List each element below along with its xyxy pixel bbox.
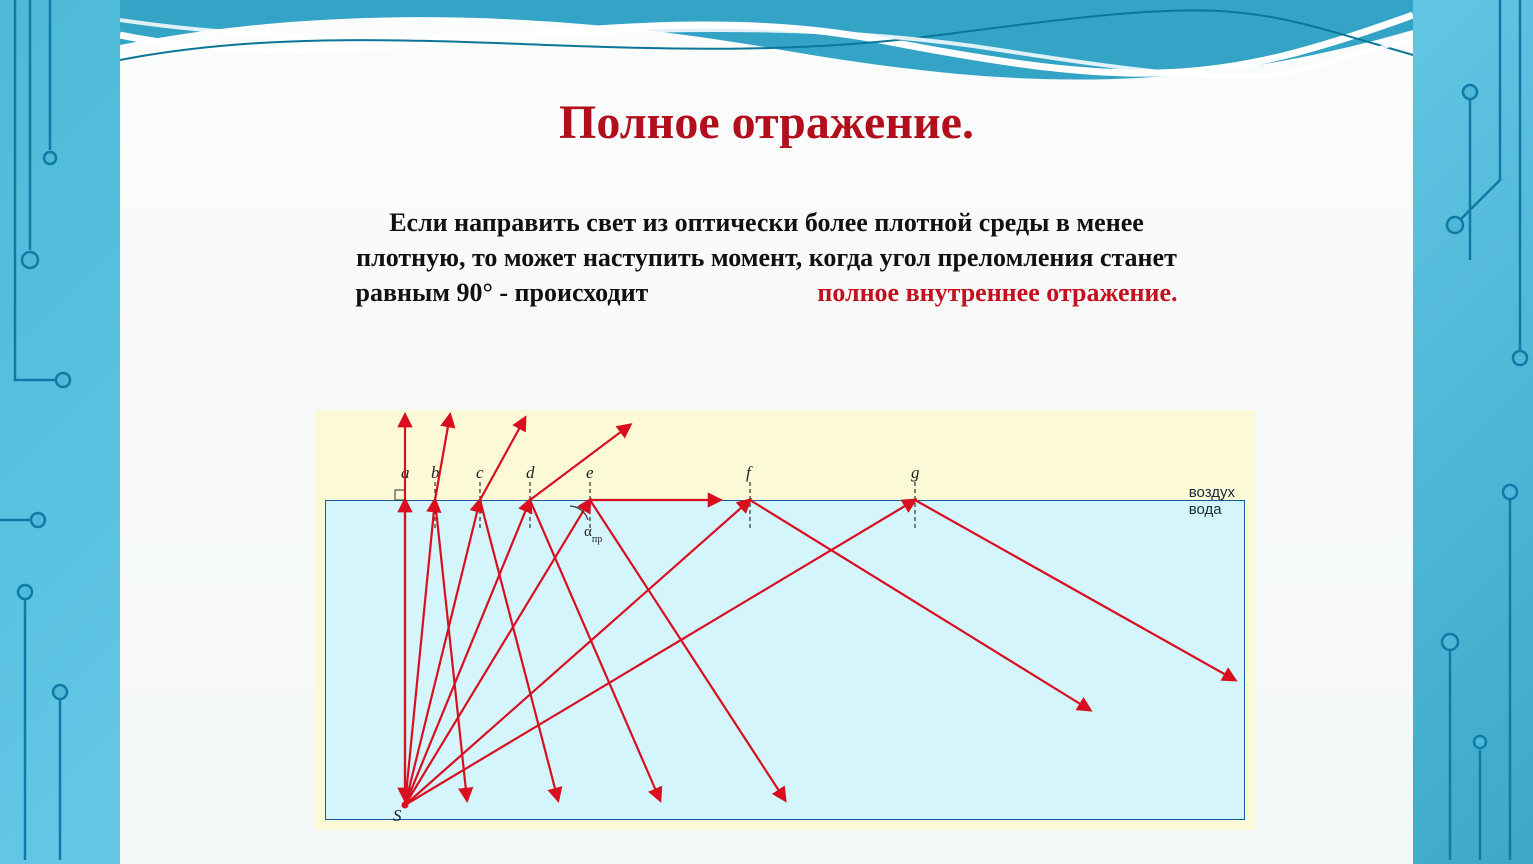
diagram-container: воздух вода Sabcdefgαпр bbox=[315, 410, 1255, 830]
svg-text:d: d bbox=[526, 463, 535, 482]
body-line-3a: равным 90° - происходит bbox=[356, 278, 649, 307]
ray-diagram: Sabcdefgαпр bbox=[315, 410, 1255, 830]
svg-text:f: f bbox=[746, 463, 753, 482]
body-line-2: плотную, то может наступить момент, когд… bbox=[356, 243, 1177, 272]
svg-text:g: g bbox=[911, 463, 920, 482]
svg-text:S: S bbox=[393, 806, 402, 825]
slide-title: Полное отражение. bbox=[120, 95, 1413, 150]
svg-text:e: e bbox=[586, 463, 594, 482]
body-highlight: полное внутреннее отражение. bbox=[817, 278, 1177, 307]
svg-text:αпр: αпр bbox=[584, 524, 602, 545]
svg-text:c: c bbox=[476, 463, 484, 482]
slide: Полное отражение. Если направить свет из… bbox=[120, 0, 1413, 864]
body-line-1: Если направить свет из оптически более п… bbox=[389, 208, 1144, 237]
body-gap bbox=[655, 278, 811, 307]
body-paragraph: Если направить свет из оптически более п… bbox=[200, 205, 1333, 310]
